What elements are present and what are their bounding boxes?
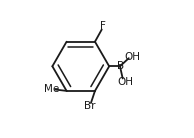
Text: OH: OH xyxy=(117,77,133,87)
Text: B: B xyxy=(117,61,124,71)
Text: Me: Me xyxy=(44,84,59,94)
Text: F: F xyxy=(100,21,106,31)
Text: Br: Br xyxy=(85,101,96,112)
Text: OH: OH xyxy=(124,52,140,62)
